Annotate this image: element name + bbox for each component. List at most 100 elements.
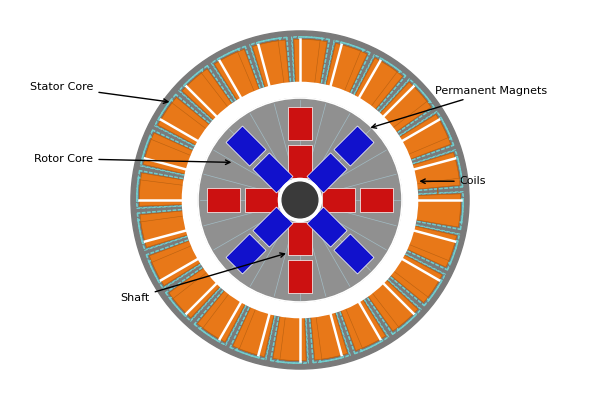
Wedge shape	[214, 52, 254, 101]
Circle shape	[131, 31, 469, 369]
Wedge shape	[139, 173, 184, 199]
Wedge shape	[316, 312, 347, 359]
Wedge shape	[152, 246, 200, 286]
Wedge shape	[182, 73, 228, 120]
Polygon shape	[253, 207, 293, 247]
Wedge shape	[331, 45, 367, 93]
Wedge shape	[145, 133, 193, 169]
Wedge shape	[152, 246, 200, 286]
Wedge shape	[140, 211, 187, 241]
Wedge shape	[301, 40, 327, 84]
Wedge shape	[141, 216, 188, 248]
Text: Rotor Core: Rotor Core	[34, 154, 230, 164]
Wedge shape	[394, 255, 442, 297]
Wedge shape	[412, 152, 459, 184]
Wedge shape	[294, 40, 320, 84]
Polygon shape	[359, 188, 393, 212]
Polygon shape	[226, 126, 266, 166]
Polygon shape	[289, 107, 311, 140]
Wedge shape	[355, 58, 397, 106]
Wedge shape	[413, 159, 460, 189]
Polygon shape	[334, 126, 374, 166]
Wedge shape	[368, 284, 413, 331]
Wedge shape	[413, 159, 460, 189]
Polygon shape	[307, 153, 347, 193]
Wedge shape	[368, 284, 413, 331]
Wedge shape	[273, 316, 299, 360]
Wedge shape	[145, 133, 193, 169]
Wedge shape	[139, 180, 184, 206]
Wedge shape	[253, 41, 284, 88]
Wedge shape	[391, 259, 439, 302]
Text: Shaft: Shaft	[121, 253, 284, 303]
Circle shape	[200, 100, 400, 300]
Wedge shape	[409, 226, 457, 261]
Wedge shape	[311, 314, 341, 360]
Wedge shape	[380, 82, 427, 128]
Wedge shape	[197, 290, 241, 339]
Wedge shape	[173, 272, 220, 318]
Wedge shape	[394, 255, 442, 297]
Wedge shape	[326, 44, 361, 91]
Wedge shape	[173, 272, 220, 318]
Wedge shape	[259, 40, 289, 86]
Circle shape	[184, 84, 416, 316]
Wedge shape	[409, 226, 457, 261]
Wedge shape	[400, 114, 448, 154]
Wedge shape	[253, 41, 284, 88]
Circle shape	[282, 182, 318, 218]
Wedge shape	[372, 280, 418, 327]
Wedge shape	[233, 307, 269, 355]
Wedge shape	[416, 201, 461, 227]
Wedge shape	[383, 87, 431, 132]
Wedge shape	[326, 44, 361, 91]
Wedge shape	[161, 98, 209, 141]
Wedge shape	[182, 73, 228, 120]
Wedge shape	[139, 173, 184, 199]
Wedge shape	[316, 312, 347, 359]
Wedge shape	[355, 58, 397, 106]
Wedge shape	[149, 241, 198, 280]
Wedge shape	[273, 316, 299, 360]
Wedge shape	[416, 194, 461, 220]
Wedge shape	[203, 294, 245, 342]
Wedge shape	[280, 316, 306, 360]
Wedge shape	[214, 52, 254, 101]
Wedge shape	[158, 103, 206, 145]
Polygon shape	[289, 260, 311, 293]
Wedge shape	[197, 290, 241, 339]
Wedge shape	[233, 307, 269, 355]
Wedge shape	[407, 231, 455, 267]
Circle shape	[184, 84, 416, 316]
Wedge shape	[187, 69, 232, 116]
Wedge shape	[346, 299, 386, 348]
Polygon shape	[334, 234, 374, 274]
Polygon shape	[226, 234, 266, 274]
Wedge shape	[359, 61, 403, 110]
Wedge shape	[416, 194, 461, 220]
Polygon shape	[322, 188, 355, 212]
Wedge shape	[412, 152, 459, 184]
Wedge shape	[149, 241, 198, 280]
Wedge shape	[220, 50, 259, 98]
Wedge shape	[169, 268, 217, 313]
Wedge shape	[169, 268, 217, 313]
Wedge shape	[143, 139, 191, 174]
Wedge shape	[341, 302, 380, 350]
Circle shape	[199, 98, 401, 302]
Polygon shape	[289, 222, 311, 255]
Wedge shape	[311, 314, 341, 360]
Wedge shape	[383, 87, 431, 132]
Wedge shape	[372, 280, 418, 327]
Wedge shape	[239, 309, 274, 356]
Wedge shape	[280, 316, 306, 360]
Wedge shape	[259, 40, 289, 86]
Wedge shape	[141, 216, 188, 248]
Polygon shape	[207, 188, 241, 212]
Polygon shape	[253, 153, 293, 193]
Text: Stator Core: Stator Core	[30, 82, 168, 103]
Polygon shape	[307, 207, 347, 247]
Wedge shape	[391, 259, 439, 302]
Wedge shape	[400, 114, 448, 154]
Text: Coils: Coils	[421, 176, 486, 186]
